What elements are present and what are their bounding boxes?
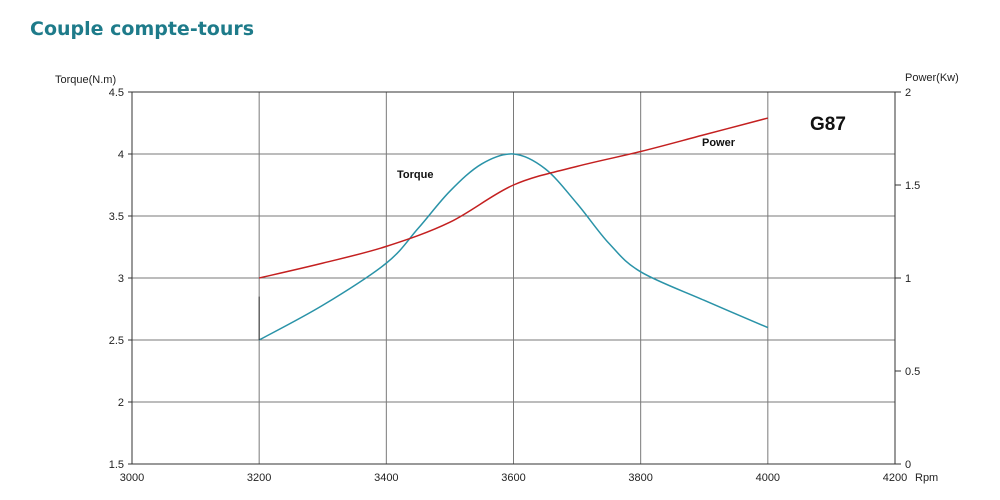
x-tick-label: 3600 bbox=[501, 472, 525, 484]
x-tick-label: 3800 bbox=[628, 472, 652, 484]
x-tick-label: 4000 bbox=[756, 472, 780, 484]
y-right-tick-label: 0 bbox=[905, 459, 911, 471]
y-left-tick-label: 2 bbox=[118, 397, 124, 409]
y-left-tick-label: 2.5 bbox=[109, 335, 124, 347]
y-right-tick-label: 1.5 bbox=[905, 180, 920, 192]
y-left-tick-label: 4 bbox=[118, 149, 124, 161]
page-title: Couple compte-tours bbox=[30, 18, 255, 40]
power-series-label: Power bbox=[702, 137, 736, 149]
torque-series-label: Torque bbox=[397, 169, 433, 181]
y-right-tick-label: 0.5 bbox=[905, 366, 920, 378]
y-right-tick-label: 2 bbox=[905, 87, 911, 99]
x-tick-label: 4200 bbox=[883, 472, 907, 484]
tick-labels: 3000 3200 3400 3600 3800 4000 4200 1.5 2 2.5 3 3.5 4… bbox=[109, 87, 921, 484]
y-axis-right-label: Power(Kw) bbox=[905, 72, 959, 84]
x-tick-label: 3400 bbox=[374, 472, 398, 484]
y-left-tick-label: 4.5 bbox=[109, 87, 124, 99]
y-axis-left-label: Torque(N.m) bbox=[55, 74, 116, 86]
model-label: G87 bbox=[810, 114, 846, 135]
torque-series-line bbox=[258, 153, 769, 341]
grid-lines bbox=[132, 92, 895, 464]
x-axis-label: Rpm bbox=[915, 472, 938, 484]
y-left-tick-label: 3 bbox=[118, 273, 124, 285]
power-series-line bbox=[258, 117, 769, 279]
y-left-tick-label: 3.5 bbox=[109, 211, 124, 223]
x-tick-label: 3200 bbox=[247, 472, 271, 484]
y-left-tick-label: 1.5 bbox=[109, 459, 124, 471]
series-lines bbox=[258, 117, 769, 341]
y-right-tick-label: 1 bbox=[905, 273, 911, 285]
x-tick-label: 3000 bbox=[120, 472, 144, 484]
